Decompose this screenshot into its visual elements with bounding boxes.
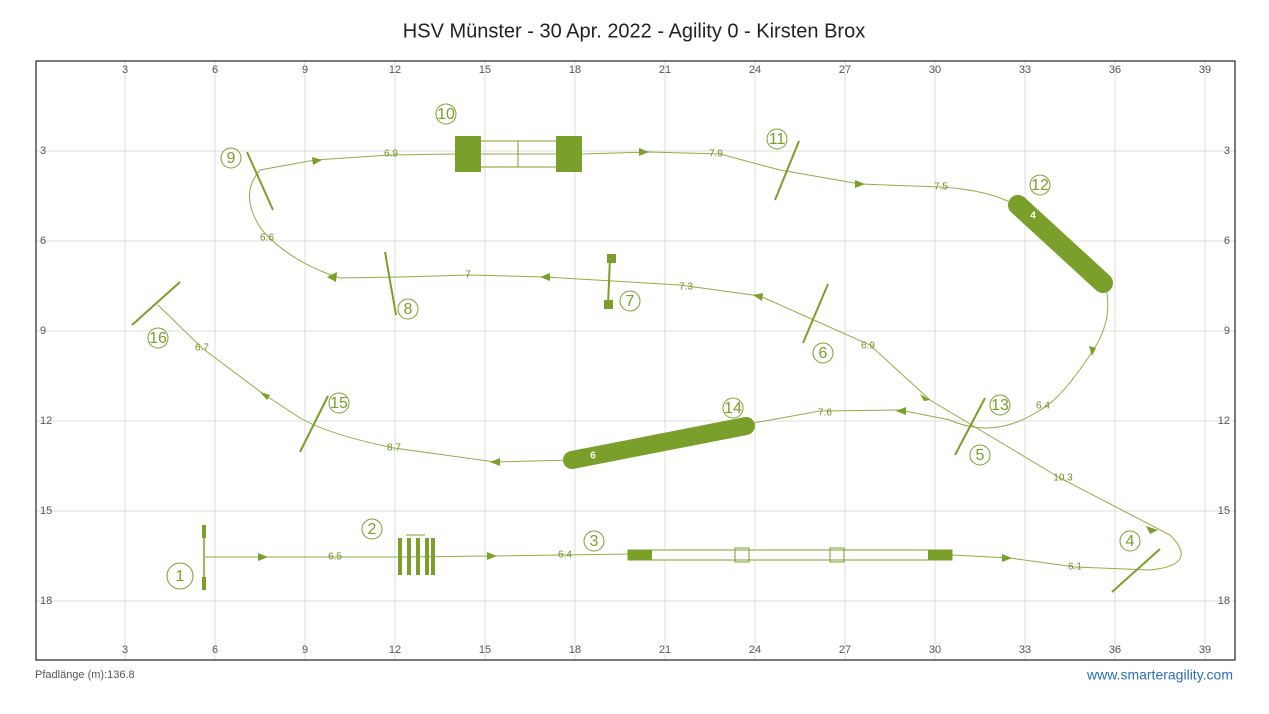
field-border — [35, 60, 1236, 661]
obstacle-number: 3 — [590, 533, 599, 550]
obstacle-number: 9 — [227, 150, 236, 167]
obstacle-number: 7 — [626, 293, 635, 310]
obstacle-number: 10 — [437, 106, 455, 123]
obstacle-number: 2 — [368, 521, 377, 538]
y-tick-label: 6 — [40, 235, 46, 247]
x-tick-label: 21 — [659, 64, 671, 76]
distance-label: 7.3 — [679, 282, 693, 293]
x-tick-label: 33 — [1019, 64, 1031, 76]
x-tick-label: 39 — [1199, 64, 1211, 76]
number-circle — [397, 298, 419, 320]
obstacle-number: 8 — [404, 301, 413, 318]
distance-label: 6.1 — [1068, 562, 1082, 573]
x-tick-label: 15 — [479, 64, 491, 76]
number-circle — [722, 397, 744, 419]
distance-label: 6.9 — [384, 149, 398, 160]
course-path — [157, 151, 1182, 571]
obstacle-number: 13 — [991, 397, 1009, 414]
y-tick-label: 12 — [40, 415, 52, 427]
distance-label: 6.5 — [328, 552, 342, 563]
obstacle-number: 14 — [724, 400, 742, 417]
x-tick-label: 6 — [212, 64, 218, 76]
x-tick-label: 15 — [479, 644, 491, 656]
x-tick-label: 3 — [122, 64, 128, 76]
obstacles — [131, 136, 1161, 593]
distance-label: 8.7 — [387, 443, 401, 454]
y-tick-label: 18 — [40, 595, 52, 607]
number-circle — [812, 342, 834, 364]
number-circle — [583, 530, 605, 552]
x-tick-label: 39 — [1199, 644, 1211, 656]
distance-label: 6.4 — [558, 550, 572, 561]
obstacle-number: 16 — [149, 330, 167, 347]
y-tick-label: 6 — [1224, 235, 1230, 247]
number-circle — [989, 394, 1011, 416]
x-tick-label: 9 — [302, 64, 308, 76]
number-circle — [328, 392, 350, 414]
x-tick-label: 33 — [1019, 644, 1031, 656]
y-tick-label: 12 — [1218, 415, 1230, 427]
y-tick-label: 18 — [1218, 595, 1230, 607]
number-circle — [969, 444, 991, 466]
distance-label: 6.6 — [260, 233, 274, 244]
distance-label: 7.6 — [818, 408, 832, 419]
distance-label: 7 — [465, 270, 471, 281]
y-tick-label: 3 — [40, 145, 46, 157]
x-tick-label: 12 — [389, 64, 401, 76]
x-tick-label: 24 — [749, 64, 761, 76]
number-circle — [435, 103, 457, 125]
x-tick-label: 36 — [1109, 64, 1121, 76]
x-tick-label: 30 — [929, 64, 941, 76]
y-tick-label: 3 — [1224, 145, 1230, 157]
website-link[interactable]: www.smarteragility.com — [1086, 667, 1233, 683]
obstacle-number: 12 — [1031, 177, 1049, 194]
x-tick-label: 27 — [839, 64, 851, 76]
number-circle — [766, 128, 788, 150]
x-tick-label: 12 — [389, 644, 401, 656]
distance-label: 7.5 — [934, 182, 948, 193]
number-circle — [220, 147, 242, 169]
obstacle-number: 15 — [330, 395, 348, 412]
x-tick-label: 3 — [122, 644, 128, 656]
grid: 3366991212151518182121242427273030333336… — [36, 61, 1235, 660]
x-tick-label: 24 — [749, 644, 761, 656]
obstacle-number: 11 — [769, 131, 786, 148]
y-tick-label: 15 — [1218, 505, 1230, 517]
number-circle — [1119, 530, 1141, 552]
tunnel-label: 4 — [1030, 211, 1036, 222]
y-tick-label: 15 — [40, 505, 52, 517]
number-circle — [1029, 174, 1051, 196]
title: HSV Münster - 30 Apr. 2022 - Agility 0 -… — [403, 20, 865, 42]
path-arrows — [258, 148, 1158, 562]
number-circle — [147, 327, 169, 349]
y-tick-label: 9 — [1224, 325, 1230, 337]
obstacle-number: 5 — [976, 447, 985, 464]
tunnel-label: 6 — [590, 451, 596, 462]
x-tick-label: 36 — [1109, 644, 1121, 656]
distance-label: 7.9 — [709, 149, 723, 160]
obstacle-number: 1 — [176, 568, 185, 585]
x-tick-label: 18 — [569, 64, 581, 76]
number-circle — [166, 562, 194, 590]
number-circle — [619, 290, 641, 312]
obstacle-number: 6 — [819, 345, 828, 362]
y-tick-label: 9 — [40, 325, 46, 337]
path-length: Pfadlänge (m):136.8 — [35, 669, 135, 681]
distance-label: 6.7 — [195, 343, 209, 354]
obstacle-number: 4 — [1126, 533, 1135, 550]
distance-label: 10.3 — [1053, 473, 1073, 484]
x-tick-label: 9 — [302, 644, 308, 656]
x-tick-label: 21 — [659, 644, 671, 656]
distance-label: 6.4 — [1036, 401, 1050, 412]
x-tick-label: 30 — [929, 644, 941, 656]
number-circle — [361, 518, 383, 540]
x-tick-label: 6 — [212, 644, 218, 656]
x-tick-label: 27 — [839, 644, 851, 656]
x-tick-label: 18 — [569, 644, 581, 656]
distance-label: 6.9 — [861, 341, 875, 352]
